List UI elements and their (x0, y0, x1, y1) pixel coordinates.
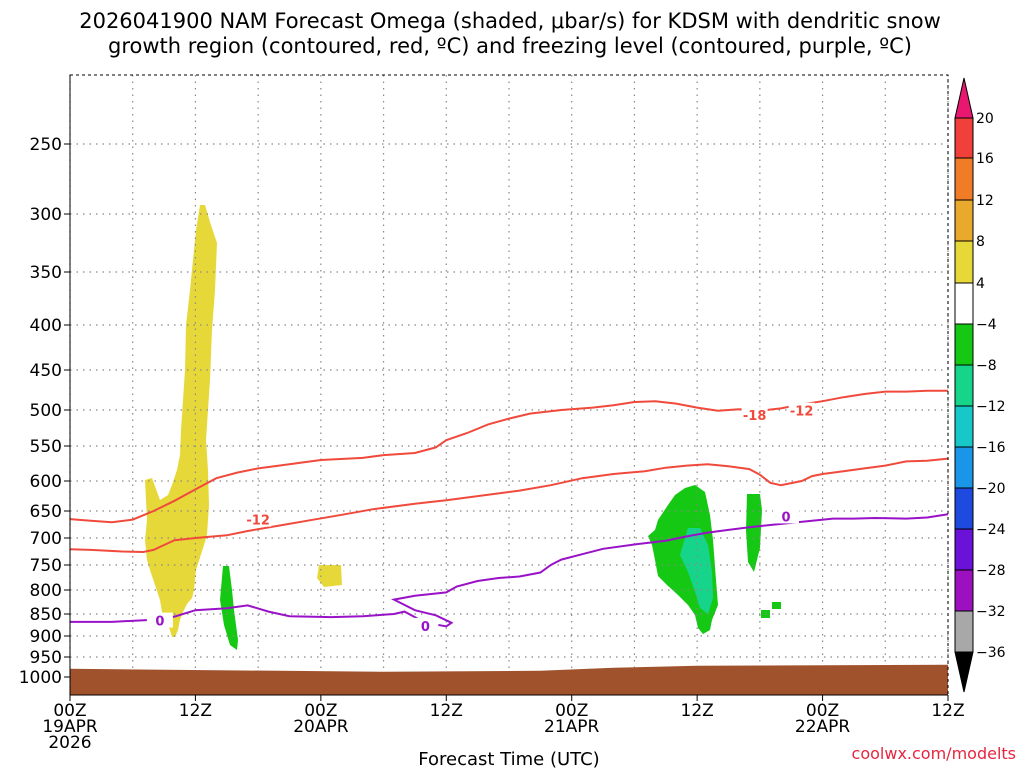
colorbar-segment (954, 117, 974, 159)
y-tick-label: 1000 (19, 668, 62, 688)
x-axis-label: Forecast Time (UTC) (418, 749, 599, 768)
colorbar-bottom-arrow (954, 651, 974, 693)
colorbar-tick-label: −32 (976, 604, 1006, 620)
y-tick-label: 850 (30, 605, 62, 625)
ground-surface (70, 664, 948, 695)
contour-layer: -12 -12 -18 0 0 0 (69, 389, 949, 635)
colorbar-tick-label: −20 (976, 481, 1006, 497)
contour-label-zero-b: 0 (421, 620, 430, 635)
contour-label-minus18: -18 (743, 409, 767, 424)
colorbar-tick-label: −4 (976, 317, 997, 333)
colorbar-tick-label: −28 (976, 563, 1006, 579)
x-tick-label: 00Z (304, 701, 337, 721)
contour-freezing_0 (70, 513, 949, 628)
omega-region-positive-4-8-small (317, 565, 342, 587)
contour-label-minus12-lower-bg (245, 511, 272, 527)
colorbar-segment (954, 487, 974, 530)
omega-region-negative-8-12 (680, 528, 713, 614)
colorbar-tick-label: −12 (976, 399, 1006, 415)
x-tick-label: 20APR (293, 717, 349, 737)
chart-title-line1: 2026041900 NAM Forecast Omega (shaded, μ… (79, 9, 941, 33)
colorbar-segment (954, 157, 974, 201)
y-tick-label: 650 (30, 502, 62, 522)
x-tick-label: 12Z (430, 701, 463, 721)
y-tick-label: 750 (30, 556, 62, 576)
colorbar-segment (954, 199, 974, 242)
contour-label-minus12-upper-bg (788, 402, 815, 418)
y-tick-label: 550 (30, 437, 62, 457)
x-tick-label: 00Z (53, 701, 86, 721)
omega-shading-layer (145, 205, 781, 650)
y-tick-label: 400 (30, 316, 62, 336)
contour-dgz_-12_lower (69, 457, 949, 554)
colorbar-tick-label: −8 (976, 358, 997, 374)
colorbar-tick-label: 8 (976, 234, 985, 250)
y-axis: 2503003504004505005506006507007508008509… (19, 75, 71, 695)
y-tick-label: 700 (30, 529, 62, 549)
omega-region-negative-4-8-plume-b (746, 494, 762, 572)
contour-label-minus18-bg (741, 407, 768, 423)
colorbar-segment (954, 282, 974, 325)
credit-text: coolwx.com/modelts (852, 744, 1016, 763)
ground-layer (70, 664, 948, 695)
contour-label-minus12-lower: -12 (246, 514, 270, 529)
contour-label-minus12-upper: -12 (790, 405, 814, 420)
y-tick-label: 950 (30, 648, 62, 668)
colorbar-segment (954, 610, 974, 653)
x-tick-label: 2026 (48, 733, 91, 753)
colorbar-segment (954, 528, 974, 571)
colorbar-segment (954, 364, 974, 407)
colorbar-segment (954, 323, 974, 366)
colorbar-segment (954, 240, 974, 284)
x-tick-label: 00Z (555, 701, 588, 721)
colorbar-tick-label: 12 (976, 193, 994, 209)
colorbar-segment (954, 446, 974, 489)
contour-label-zero-c: 0 (781, 510, 790, 525)
colorbar-tick-label: −24 (976, 522, 1006, 538)
colorbar-tick-label: −16 (976, 440, 1006, 456)
y-tick-label: 600 (30, 472, 62, 492)
colorbar: 20 16 12 8 4 −4 −8 −12 −16 −20 −24 −28 −32 −36 (954, 77, 1006, 693)
y-tick-label: 500 (30, 401, 62, 421)
y-tick-label: 250 (30, 135, 62, 155)
x-tick-label: 21APR (544, 717, 600, 737)
contour-label-zero-a-bg (146, 612, 173, 628)
contour-label-zero-b-bg (412, 617, 439, 633)
colorbar-segment (954, 405, 974, 448)
omega-region-positive-4-8-tall-plume (145, 205, 217, 637)
y-tick-label: 450 (30, 361, 62, 381)
colorbar-tick-label: 20 (976, 111, 994, 127)
plot-frame (69, 74, 949, 696)
chart-title-line2: growth region (contoured, red, ºC) and f… (108, 34, 912, 58)
x-tick-label: 12Z (179, 701, 212, 721)
omega-region-negative-4-8-patch-b (772, 602, 781, 609)
y-tick-label: 300 (30, 205, 62, 225)
x-tick-label: 19APR (42, 717, 98, 737)
x-tick-label: 12Z (931, 701, 964, 721)
colorbar-top-arrow (954, 77, 974, 119)
colorbar-tick-label: 16 (976, 151, 994, 167)
x-tick-label: 00Z (806, 701, 839, 721)
x-tick-label: 22APR (795, 717, 851, 737)
colorbar-segment (954, 569, 974, 612)
y-tick-label: 800 (30, 581, 62, 601)
contour-label-zero-c-bg (772, 508, 799, 524)
x-tick-label: 12Z (681, 701, 714, 721)
contour-label-zero-a: 0 (155, 615, 164, 630)
colorbar-tick-label: −36 (976, 645, 1006, 661)
colorbar-tick-label: 4 (976, 276, 985, 292)
y-tick-label: 350 (30, 263, 62, 283)
y-tick-label: 900 (30, 627, 62, 647)
